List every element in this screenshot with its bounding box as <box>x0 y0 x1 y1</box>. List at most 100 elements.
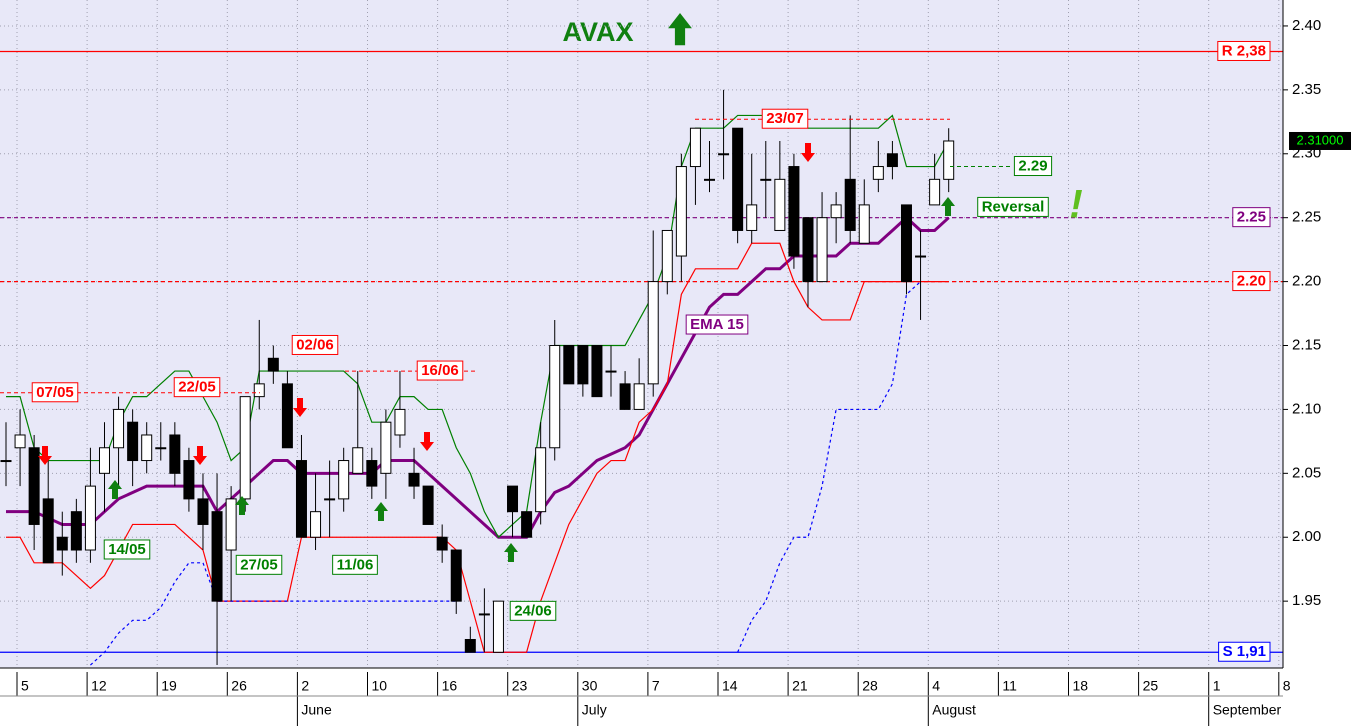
buy-arrow <box>235 496 249 515</box>
plot <box>0 0 1283 668</box>
candle-body <box>464 638 476 653</box>
y-tick-label: 2.00 <box>1292 528 1321 545</box>
candle-body <box>98 447 110 474</box>
annotation-label: 22/05 <box>178 379 216 396</box>
candle-body <box>84 485 96 551</box>
candle-body <box>239 396 251 500</box>
y-tick-label: 2.35 <box>1292 81 1321 98</box>
candle-body <box>324 498 336 501</box>
y-tick-label: 2.40 <box>1292 17 1321 34</box>
candle-body <box>394 408 406 436</box>
annotation-label: 14/05 <box>108 541 146 558</box>
candle-body <box>507 485 519 513</box>
candle-body <box>478 613 490 616</box>
annotation-box <box>761 108 809 129</box>
y-tick-label: 2.05 <box>1292 464 1321 481</box>
candle-body <box>14 434 26 449</box>
annotation-box <box>291 334 339 355</box>
buy-arrow <box>941 197 955 216</box>
x-tick-label: 25 <box>1143 678 1159 694</box>
y-tick-label: 2.25 <box>1292 209 1321 226</box>
candle-body <box>535 447 547 513</box>
candle-body <box>450 549 462 602</box>
candle-body <box>169 434 181 474</box>
annotation-box <box>31 382 79 403</box>
candle-body <box>661 229 673 283</box>
level-label-box <box>1218 641 1271 662</box>
chart-title: AVAX <box>562 17 633 47</box>
candle-body <box>492 600 504 653</box>
annotation-label: 07/05 <box>36 384 74 401</box>
candle-body <box>563 345 575 385</box>
candle-body <box>380 421 392 474</box>
annotation-box <box>235 554 283 575</box>
level-label-box <box>1232 207 1271 228</box>
candle-body <box>183 460 195 500</box>
annotation-label: 2.29 <box>1018 158 1047 175</box>
candle-body <box>113 408 125 449</box>
candle-body <box>70 511 82 551</box>
candle-body <box>732 127 744 231</box>
candle-body <box>155 447 167 450</box>
candle-body <box>704 178 715 181</box>
x-tick-label: 10 <box>372 678 388 694</box>
candle-body <box>718 153 730 156</box>
candle-body <box>127 421 139 462</box>
candle-body <box>591 345 603 398</box>
annotation-label: 24/06 <box>514 602 552 619</box>
x-month-label: July <box>582 702 607 718</box>
x-tick-label: 23 <box>512 678 528 694</box>
price-tag <box>1289 131 1351 150</box>
indicator-line <box>6 242 949 653</box>
candle-body <box>549 345 561 449</box>
x-tick-label: 26 <box>231 678 247 694</box>
x-tick-label: 21 <box>792 678 808 694</box>
level-label-box <box>1217 40 1271 61</box>
candle-body <box>830 204 842 219</box>
annotation-box <box>509 600 557 621</box>
y-tick-label: 1.95 <box>1292 592 1321 609</box>
candle-body <box>577 345 589 385</box>
candle-body <box>760 178 772 181</box>
sell-arrow <box>38 446 52 465</box>
candle-body <box>352 447 364 474</box>
x-tick-label: 2 <box>301 678 309 694</box>
x-tick-label: 18 <box>1073 678 1089 694</box>
sell-arrow <box>801 143 815 162</box>
candle-body <box>366 460 378 487</box>
candle-body <box>281 383 293 449</box>
candle-body <box>802 217 814 283</box>
candle-body <box>408 472 420 487</box>
annotation-label: 23/07 <box>766 110 804 127</box>
candle-body <box>943 140 955 180</box>
x-tick-label: 16 <box>442 678 458 694</box>
annotation-box <box>1013 156 1053 177</box>
annotation-box <box>416 360 464 381</box>
candle-body <box>816 217 828 283</box>
annotation-box <box>685 314 749 335</box>
candle-body <box>886 153 898 168</box>
candle-body <box>0 460 12 463</box>
x-tick-label: 7 <box>652 678 660 694</box>
sell-arrow <box>293 398 307 417</box>
candle-body <box>633 383 645 410</box>
candle-body <box>338 460 350 500</box>
candle-body <box>788 166 800 257</box>
candle-body <box>295 460 307 538</box>
candle-body <box>844 178 856 231</box>
y-tick-label: 2.15 <box>1292 336 1321 353</box>
x-tick-label: 12 <box>91 678 107 694</box>
buy-arrow <box>504 543 518 562</box>
buy-arrow <box>374 502 388 521</box>
level-label: 2.25 <box>1237 209 1266 226</box>
x-tick-label: 19 <box>161 678 177 694</box>
candle-body <box>872 166 884 180</box>
x-tick-label: 1 <box>1213 678 1221 694</box>
x-tick-label: 14 <box>722 678 738 694</box>
price-tag-label: 2.31000 <box>1297 132 1344 147</box>
candle-body <box>689 127 701 168</box>
candle-body <box>746 204 758 231</box>
sell-arrow <box>420 432 434 451</box>
y-tick-label: 2.20 <box>1292 273 1321 290</box>
indicator-line <box>6 215 950 539</box>
